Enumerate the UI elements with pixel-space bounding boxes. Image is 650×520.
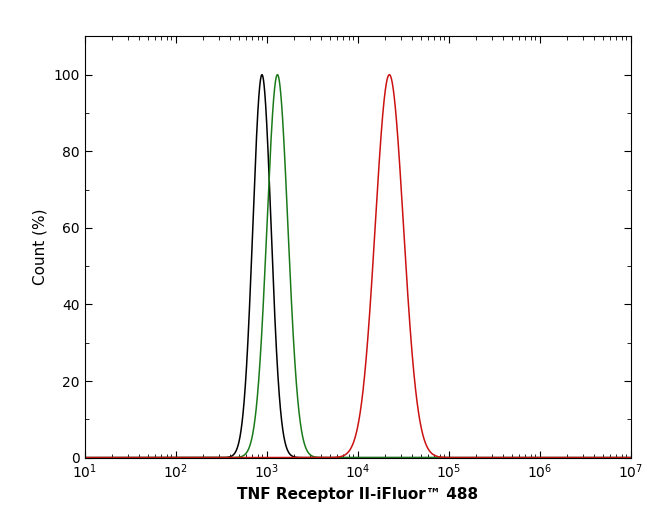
Y-axis label: Count (%): Count (%): [32, 209, 47, 285]
X-axis label: TNF Receptor II-iFluor™ 488: TNF Receptor II-iFluor™ 488: [237, 487, 478, 502]
